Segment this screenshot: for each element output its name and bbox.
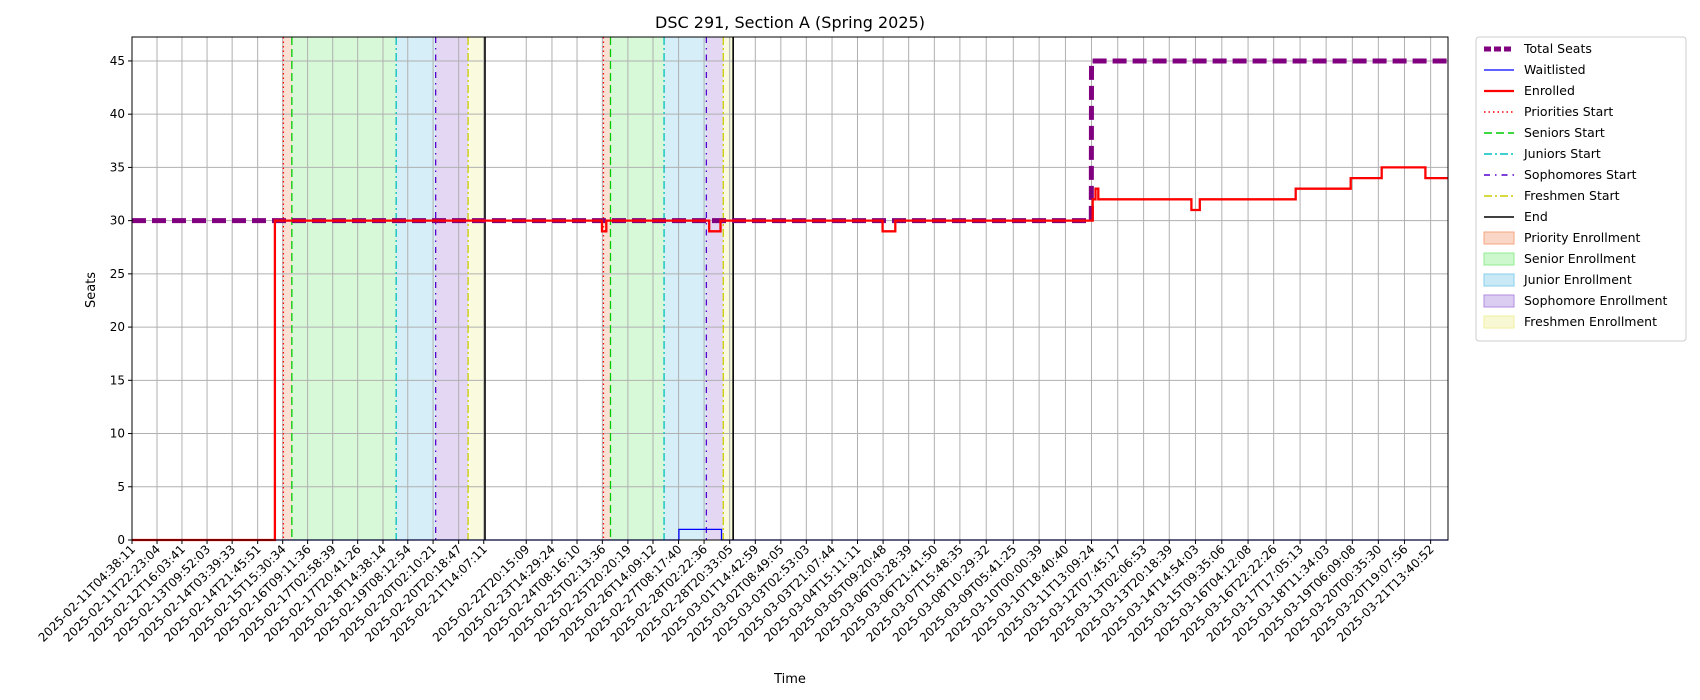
legend-label: End [1524, 209, 1548, 224]
legend-label: Enrolled [1524, 83, 1575, 98]
legend-swatch [1483, 315, 1515, 329]
legend-swatch [1483, 231, 1515, 245]
legend-swatch [1483, 252, 1515, 266]
legend-label: Freshmen Enrollment [1524, 314, 1657, 329]
enrollment-bands [283, 37, 734, 540]
y-tick-label: 5 [117, 480, 125, 494]
legend-label: Priority Enrollment [1524, 230, 1641, 245]
sophomore-enrollment-band [435, 37, 469, 540]
legend-entry-juniors-start: Juniors Start [1484, 146, 1601, 161]
y-tick-label: 0 [117, 533, 125, 547]
senior-enrollment-band [291, 37, 397, 540]
legend-label: Sophomore Enrollment [1524, 293, 1668, 308]
y-tick-label: 45 [110, 54, 125, 68]
legend-swatch [1483, 294, 1515, 308]
y-tick-label: 20 [110, 320, 125, 334]
chart-title: DSC 291, Section A (Spring 2025) [655, 13, 925, 32]
plot-frame [131, 36, 1449, 541]
legend-entry-total-seats: Total Seats [1484, 41, 1592, 56]
priority-enrollment-band [603, 37, 611, 540]
legend: Total Seats Waitlisted Enrolled Priorities … [1475, 36, 1687, 342]
freshmen-enrollment-band [723, 37, 734, 540]
legend-entry-sophomores-start: Sophomores Start [1484, 167, 1637, 182]
legend-entry-senior-enrollment: Senior Enrollment [1483, 251, 1636, 266]
junior-enrollment-band [396, 37, 436, 540]
x-axis-label: Time [773, 672, 806, 687]
legend-entry-priority-enrollment: Priority Enrollment [1483, 230, 1641, 245]
legend-box [1475, 36, 1687, 342]
y-axis-label: Seats [84, 272, 99, 308]
legend-label: Sophomores Start [1524, 167, 1637, 182]
freshmen-enrollment-band [468, 37, 486, 540]
y-tick-label: 15 [110, 373, 125, 387]
y-axis: 0 5 10 15 20 25 30 35 40 45 [110, 54, 132, 547]
legend-label: Waitlisted [1524, 62, 1586, 77]
priority-enrollment-band [283, 37, 292, 540]
legend-entry-waitlisted: Waitlisted [1484, 62, 1586, 77]
y-tick-label: 10 [110, 427, 125, 441]
legend-label: Freshmen Start [1524, 188, 1620, 203]
legend-entry-priorities-start: Priorities Start [1484, 104, 1613, 119]
legend-entry-enrolled: Enrolled [1484, 83, 1575, 98]
legend-label: Junior Enrollment [1523, 272, 1632, 287]
sophomore-enrollment-band [706, 37, 724, 540]
x-axis: 2025-02-11T04:38:112025-02-11T22:23:0420… [36, 540, 1437, 645]
legend-label: Seniors Start [1524, 125, 1605, 140]
y-tick-label: 30 [110, 214, 125, 228]
junior-enrollment-band [664, 37, 707, 540]
legend-entry-seniors-start: Seniors Start [1484, 125, 1605, 140]
legend-entry-freshmen-start: Freshmen Start [1484, 188, 1620, 203]
legend-label: Priorities Start [1524, 104, 1613, 119]
legend-swatch [1483, 273, 1515, 287]
phase-markers [282, 37, 734, 540]
legend-label: Total Seats [1523, 41, 1592, 56]
enrolled-line [132, 166, 1448, 542]
legend-entry-junior-enrollment: Junior Enrollment [1483, 272, 1632, 287]
legend-label: Juniors Start [1523, 146, 1601, 161]
legend-entry-sophomore-enrollment: Sophomore Enrollment [1483, 293, 1668, 308]
legend-entry-end: End [1484, 209, 1548, 224]
y-tick-label: 35 [110, 160, 125, 174]
senior-enrollment-band [610, 37, 665, 540]
y-tick-label: 40 [110, 107, 125, 121]
legend-label: Senior Enrollment [1524, 251, 1636, 266]
y-tick-label: 25 [110, 267, 125, 281]
legend-entry-freshmen-enrollment: Freshmen Enrollment [1483, 314, 1657, 329]
